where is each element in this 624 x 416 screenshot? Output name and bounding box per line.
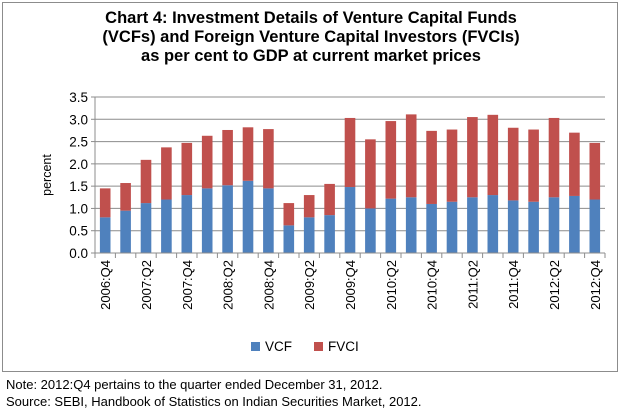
bar-fvci-2011:Q1 [446, 129, 458, 202]
legend-swatch-fvci [314, 342, 323, 351]
bar-fvci-2010:Q2 [385, 121, 397, 199]
bar-fvci-2008:Q4 [263, 129, 274, 189]
bar-fvci-2008:Q1 [201, 135, 213, 189]
x-tick-label: 2007:Q4 [180, 260, 195, 310]
x-tick-label: 2007:Q2 [139, 260, 154, 310]
bar-fvci-2007:Q3 [161, 147, 172, 200]
bar-vcf-2012:Q2 [548, 197, 560, 253]
chart-title: Chart 4: Investment Details of Venture C… [3, 9, 619, 66]
bar-fvci-2006:Q4 [99, 188, 111, 218]
bar-fvci-2010:Q3 [405, 114, 417, 198]
bar-vcf-2009:Q4 [344, 187, 356, 253]
chart-title-line-2: (VCFs) and Foreign Venture Capital Inves… [102, 28, 520, 46]
x-tick-label: 2012:Q2 [547, 260, 562, 310]
bar-vcf-2010:Q3 [405, 197, 417, 253]
y-tick-label: 0.0 [69, 246, 88, 261]
chart-title-line-1: Chart 4: Investment Details of Venture C… [105, 9, 517, 27]
bar-vcf-2008:Q3 [242, 180, 254, 253]
y-tick-label: 2.5 [69, 135, 88, 150]
bar-vcf-2009:Q3 [324, 215, 335, 253]
bar-vcf-2011:Q2 [467, 197, 478, 253]
chart-notes: Note: 2012:Q4 pertains to the quarter en… [6, 376, 616, 410]
bar-fvci-2008:Q3 [242, 127, 254, 181]
x-tick-label: 2011:Q2 [465, 260, 480, 309]
bar-fvci-2008:Q2 [222, 129, 233, 186]
source-text: Source: SEBI, Handbook of Statistics on … [6, 394, 422, 409]
legend-label-fvci: FVCI [328, 339, 359, 354]
bar-fvci-2011:Q2 [467, 117, 478, 198]
bar-vcf-2008:Q4 [263, 188, 274, 253]
bar-vcf-2009:Q1 [283, 225, 295, 253]
bar-fvci-2007:Q1 [120, 183, 131, 211]
bar-vcf-2012:Q4 [589, 199, 601, 253]
bar-vcf-2007:Q1 [120, 210, 131, 253]
x-tick-label: 2008:Q2 [221, 260, 236, 310]
y-tick-label: 3.5 [69, 90, 88, 105]
bar-fvci-2009:Q4 [344, 117, 356, 188]
bar-fvci-2012:Q3 [569, 132, 580, 196]
x-tick-label: 2011:Q4 [506, 260, 521, 309]
x-tick-label: 2012:Q4 [588, 260, 603, 310]
y-tick-label: 3.0 [69, 112, 88, 127]
y-tick-label: 1.0 [69, 201, 88, 216]
x-tick-label: 2009:Q4 [343, 260, 358, 310]
bar-fvci-2009:Q2 [303, 195, 315, 218]
bar-fvci-2010:Q1 [365, 139, 376, 209]
bar-fvci-2012:Q1 [528, 129, 539, 202]
x-tick-label: 2006:Q4 [98, 260, 113, 310]
y-tick-label: 2.0 [69, 157, 88, 172]
bar-fvci-2009:Q3 [324, 183, 335, 216]
bar-vcf-2007:Q2 [140, 203, 152, 253]
x-tick-label: 2010:Q2 [384, 260, 399, 310]
bar-vcf-2010:Q2 [385, 198, 397, 253]
bar-vcf-2012:Q3 [569, 195, 580, 253]
bar-vcf-2010:Q4 [426, 203, 437, 253]
bar-fvci-2012:Q2 [548, 117, 560, 198]
bar-vcf-2007:Q4 [181, 195, 193, 253]
bar-fvci-2011:Q4 [507, 127, 519, 201]
legend-label-vcf: VCF [265, 339, 292, 354]
bar-vcf-2012:Q1 [528, 201, 539, 253]
y-axis-label: percent [40, 154, 54, 196]
bar-fvci-2007:Q2 [140, 159, 152, 204]
bar-vcf-2007:Q3 [161, 199, 172, 253]
y-tick-label: 1.5 [69, 179, 88, 194]
x-tick-label: 2008:Q4 [261, 260, 276, 310]
bar-vcf-2009:Q2 [303, 217, 315, 253]
bar-vcf-2006:Q4 [99, 217, 111, 253]
bar-fvci-2012:Q4 [589, 142, 601, 200]
bar-vcf-2010:Q1 [365, 208, 376, 253]
x-tick-label: 2009:Q2 [302, 260, 317, 310]
bar-fvci-2011:Q3 [487, 114, 499, 196]
chart-title-line-3: as per cent to GDP at current market pri… [141, 47, 481, 65]
chart-frame: Chart 4: Investment Details of Venture C… [2, 2, 618, 372]
bar-vcf-2011:Q3 [487, 195, 499, 253]
stacked-bar-chart: 0.0 0.5 1.0 1.5 2.0 2.5 3.0 3.5 percent 2006:Q4 20… [40, 90, 606, 354]
bar-vcf-2008:Q2 [222, 185, 233, 253]
bar-vcf-2008:Q1 [201, 188, 213, 253]
bar-fvci-2010:Q4 [426, 130, 437, 204]
bar-vcf-2011:Q4 [507, 200, 519, 253]
note-text: Note: 2012:Q4 pertains to the quarter en… [6, 377, 383, 392]
bar-fvci-2007:Q4 [181, 142, 193, 196]
bar-vcf-2011:Q1 [446, 201, 458, 253]
bar-fvci-2009:Q1 [283, 203, 295, 226]
legend-swatch-vcf [251, 342, 260, 351]
x-tick-label: 2010:Q4 [425, 260, 440, 310]
y-tick-label: 0.5 [69, 224, 88, 239]
